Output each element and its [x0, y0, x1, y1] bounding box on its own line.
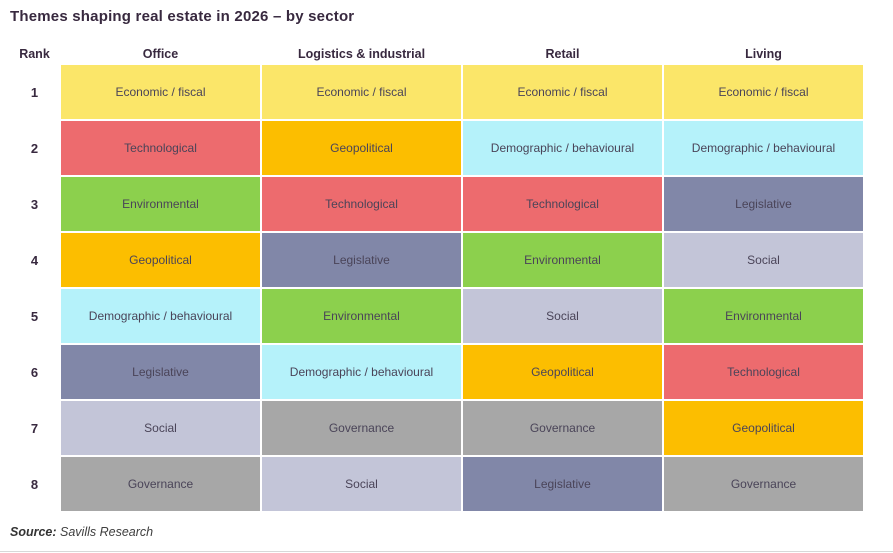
theme-cell: Governance — [463, 401, 662, 455]
column-header-office: Office — [142, 47, 179, 61]
rank-cell: 3 — [10, 177, 59, 231]
theme-cell: Economic / fiscal — [664, 65, 863, 119]
theme-cell: Governance — [262, 401, 461, 455]
chart-title: Themes shaping real estate in 2026 – by … — [10, 8, 355, 25]
theme-cell: Social — [262, 457, 461, 511]
rank-cell: 4 — [10, 233, 59, 287]
column-header-logistics: Logistics & industrial — [297, 47, 426, 61]
theme-cell: Governance — [61, 457, 260, 511]
ranking-grid: 1 Economic / fiscal Economic / fiscal Econo… — [10, 65, 863, 511]
rank-cell: 5 — [10, 289, 59, 343]
theme-cell: Economic / fiscal — [61, 65, 260, 119]
column-header-living: Living — [745, 47, 782, 61]
theme-cell: Demographic / behavioural — [664, 121, 863, 175]
theme-cell: Economic / fiscal — [463, 65, 662, 119]
rank-cell: 6 — [10, 345, 59, 399]
theme-cell: Legislative — [463, 457, 662, 511]
theme-cell: Economic / fiscal — [262, 65, 461, 119]
source-label: Source: — [10, 525, 57, 539]
column-header-retail: Retail — [545, 47, 580, 61]
rank-cell: 1 — [10, 65, 59, 119]
theme-cell: Environmental — [463, 233, 662, 287]
theme-cell: Geopolitical — [61, 233, 260, 287]
theme-cell: Legislative — [664, 177, 863, 231]
theme-cell: Demographic / behavioural — [463, 121, 662, 175]
theme-cell: Technological — [61, 121, 260, 175]
header-row: Rank Office Logistics & industrial Retai… — [10, 43, 863, 65]
source-text: Savills Research — [56, 525, 154, 539]
theme-cell: Geopolitical — [664, 401, 863, 455]
theme-cell: Social — [664, 233, 863, 287]
column-header-rank: Rank — [19, 47, 50, 61]
theme-cell: Social — [463, 289, 662, 343]
theme-cell: Environmental — [664, 289, 863, 343]
theme-cell: Geopolitical — [262, 121, 461, 175]
theme-cell: Technological — [463, 177, 662, 231]
source-line: Source: Savills Research — [10, 525, 893, 539]
theme-cell: Environmental — [262, 289, 461, 343]
theme-cell: Geopolitical — [463, 345, 662, 399]
bottom-divider — [0, 551, 893, 552]
theme-cell: Environmental — [61, 177, 260, 231]
rank-cell: 8 — [10, 457, 59, 511]
theme-cell: Demographic / behavioural — [262, 345, 461, 399]
theme-cell: Legislative — [262, 233, 461, 287]
theme-cell: Legislative — [61, 345, 260, 399]
theme-cell: Technological — [664, 345, 863, 399]
theme-cell: Social — [61, 401, 260, 455]
rank-cell: 7 — [10, 401, 59, 455]
theme-cell: Technological — [262, 177, 461, 231]
rank-cell: 2 — [10, 121, 59, 175]
theme-cell: Governance — [664, 457, 863, 511]
theme-cell: Demographic / behavioural — [61, 289, 260, 343]
